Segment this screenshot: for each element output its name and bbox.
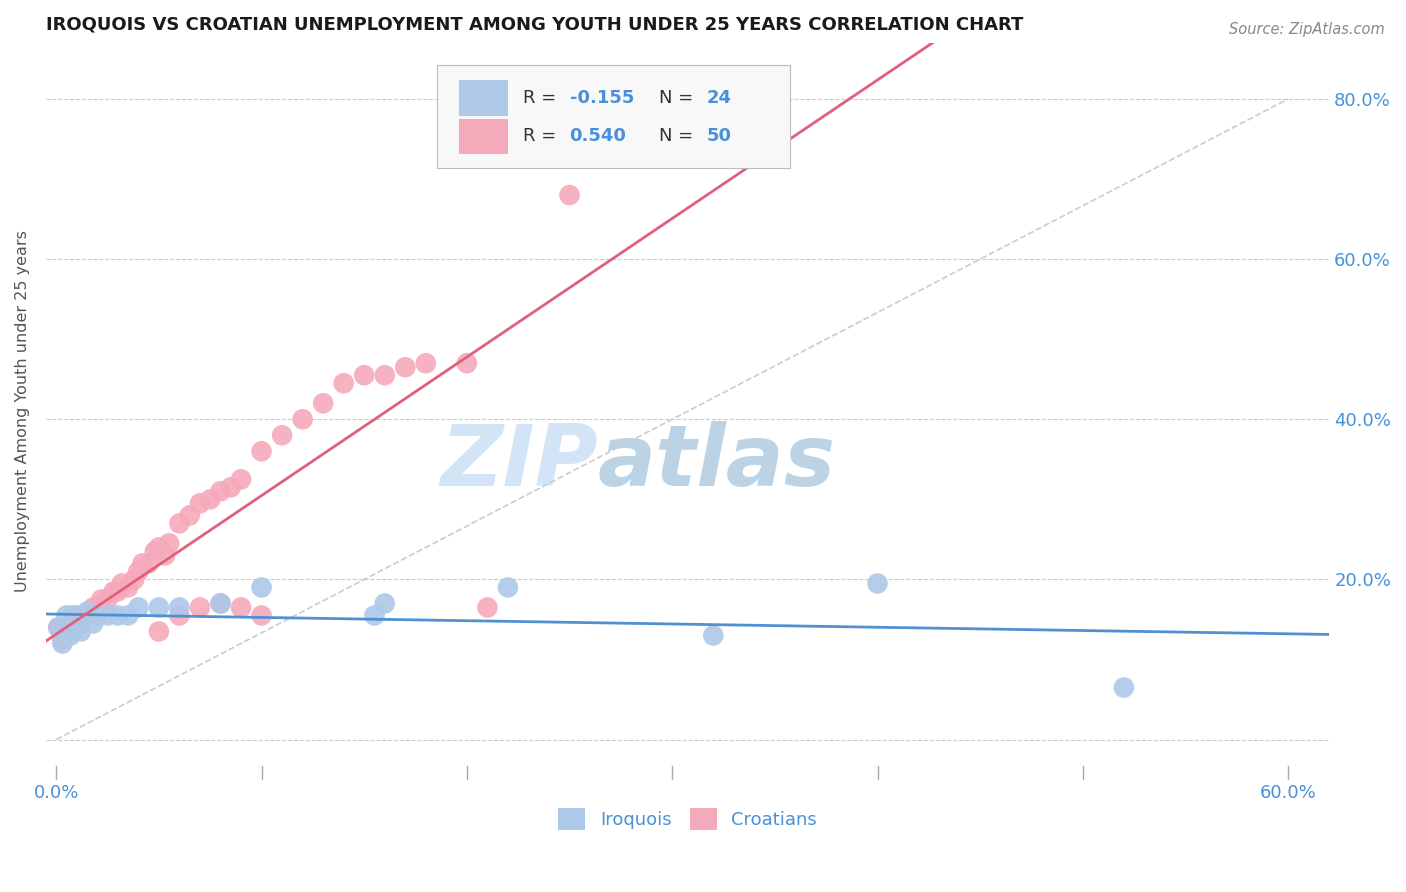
Text: R =: R = (523, 128, 562, 145)
Point (90, 592, 112, 607)
Point (209, 484, 232, 499)
Point (97, 608, 120, 623)
Point (179, 508, 201, 523)
Point (66, 608, 89, 623)
Point (209, 597, 232, 611)
Point (122, 573, 145, 587)
Text: 0.540: 0.540 (569, 128, 627, 145)
Text: atlas: atlas (598, 421, 837, 504)
Point (312, 396, 335, 410)
Point (477, 600, 499, 615)
Text: ZIP: ZIP (440, 421, 598, 504)
Point (148, 541, 170, 555)
Point (219, 480, 242, 494)
Point (107, 584, 129, 599)
Point (51, 636, 73, 650)
Point (353, 368, 375, 383)
Point (117, 608, 139, 623)
Point (86, 608, 108, 623)
Point (59, 628, 82, 642)
Point (46, 620, 69, 634)
Text: 24: 24 (707, 89, 733, 107)
Point (103, 584, 125, 599)
Point (702, 628, 724, 642)
Point (250, 608, 273, 623)
Point (70, 616, 93, 631)
Point (55, 608, 77, 623)
Point (1112, 681, 1135, 695)
Point (250, 444, 273, 458)
Point (394, 360, 416, 375)
Point (374, 368, 396, 383)
Point (70, 624, 93, 639)
Point (153, 549, 176, 563)
Point (117, 581, 139, 595)
Y-axis label: Unemployment Among Youth under 25 years: Unemployment Among Youth under 25 years (15, 230, 30, 592)
Point (291, 412, 314, 426)
Point (62, 624, 84, 639)
Point (73, 608, 96, 623)
Bar (460, 80, 508, 116)
Point (62, 608, 84, 623)
Point (866, 576, 889, 591)
Point (200, 492, 222, 507)
Point (76, 604, 98, 618)
Point (374, 597, 396, 611)
Point (46, 620, 69, 634)
Point (415, 356, 437, 370)
Point (271, 428, 294, 442)
Point (111, 576, 134, 591)
Point (127, 565, 149, 579)
Legend: Iroquois, Croatians: Iroquois, Croatians (551, 800, 824, 837)
Point (157, 536, 180, 550)
Point (127, 600, 149, 615)
Text: Source: ZipAtlas.com: Source: ZipAtlas.com (1229, 22, 1385, 37)
FancyBboxPatch shape (437, 65, 790, 168)
Point (558, 188, 581, 202)
Point (332, 376, 354, 391)
Point (148, 600, 170, 615)
Point (148, 624, 170, 639)
Point (169, 608, 191, 623)
Point (363, 608, 385, 623)
Point (209, 597, 232, 611)
Point (77, 608, 100, 623)
Point (456, 356, 478, 370)
Point (66, 616, 89, 631)
Point (229, 472, 252, 486)
Point (51, 632, 73, 647)
Point (169, 600, 191, 615)
Point (143, 544, 166, 558)
Text: R =: R = (523, 89, 562, 107)
Text: N =: N = (659, 128, 699, 145)
Point (131, 557, 153, 571)
Bar (460, 119, 508, 154)
Point (188, 600, 211, 615)
Text: 50: 50 (707, 128, 733, 145)
Text: IROQUOIS VS CROATIAN UNEMPLOYMENT AMONG YOUTH UNDER 25 YEARS CORRELATION CHART: IROQUOIS VS CROATIAN UNEMPLOYMENT AMONG … (46, 15, 1024, 33)
Point (107, 608, 129, 623)
Text: N =: N = (659, 89, 699, 107)
Point (188, 496, 211, 510)
Text: -0.155: -0.155 (569, 89, 634, 107)
Point (229, 600, 252, 615)
Point (169, 516, 191, 531)
Point (86, 600, 108, 615)
Point (97, 592, 120, 607)
Point (82, 616, 104, 631)
Point (138, 557, 160, 571)
Point (250, 581, 273, 595)
Point (82, 600, 104, 615)
Point (496, 581, 519, 595)
Point (59, 616, 82, 631)
Point (55, 624, 77, 639)
